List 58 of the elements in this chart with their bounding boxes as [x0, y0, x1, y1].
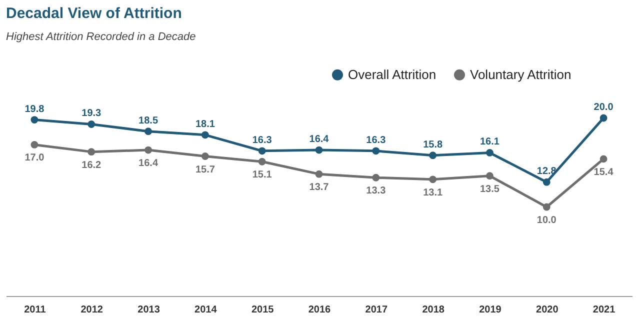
point — [88, 148, 96, 156]
data-label: 13.7 — [309, 182, 330, 194]
point — [429, 152, 437, 160]
x-tick-label: 2018 — [422, 304, 445, 316]
legend-label: Voluntary Attrition — [470, 66, 572, 82]
x-tick-label: 2014 — [194, 304, 218, 316]
data-label: 16.4 — [138, 158, 158, 170]
point — [372, 147, 380, 155]
data-label: 18.5 — [138, 115, 158, 126]
point — [315, 170, 323, 178]
point — [88, 120, 96, 128]
data-label: 10.0 — [536, 215, 557, 226]
data-label: 15.1 — [252, 170, 272, 181]
point — [315, 146, 323, 154]
point — [486, 172, 494, 180]
x-tick-label: 2020 — [536, 304, 559, 316]
data-label: 19.3 — [82, 108, 102, 120]
legend-label: Overall Attrition — [348, 66, 436, 82]
data-label: 16.1 — [480, 136, 500, 148]
point — [30, 141, 38, 148]
data-label: 15.7 — [195, 164, 216, 176]
point — [201, 152, 209, 160]
x-tick-label: 2013 — [138, 304, 160, 316]
data-label: 16.4 — [309, 134, 330, 146]
data-label: 16.3 — [252, 134, 272, 146]
data-label: 16.2 — [82, 160, 102, 171]
point — [258, 147, 266, 155]
chart-subtitle: Highest Attrition Recorded in a Decade — [6, 31, 196, 43]
point — [372, 174, 380, 182]
x-tick-label: 2012 — [80, 304, 104, 316]
chart-title: Decadal View of Attrition — [6, 5, 182, 22]
point — [600, 155, 608, 163]
x-tick-label: 2015 — [251, 304, 274, 316]
data-label: 17.0 — [24, 152, 45, 164]
point — [486, 149, 494, 156]
point — [144, 146, 152, 154]
point — [201, 131, 209, 139]
x-tick-label: 2021 — [592, 304, 616, 316]
point — [258, 158, 266, 166]
point — [542, 203, 550, 211]
point — [30, 116, 38, 124]
data-label: 18.1 — [195, 118, 216, 130]
point — [542, 178, 550, 186]
point — [429, 176, 437, 184]
data-label: 19.8 — [24, 104, 45, 115]
data-label: 13.1 — [423, 187, 443, 198]
data-label: 13.3 — [366, 186, 386, 197]
point — [144, 128, 152, 136]
data-label: 15.4 — [594, 166, 614, 178]
x-tick-label: 2019 — [479, 304, 502, 316]
data-label: 20.0 — [594, 102, 614, 113]
point — [600, 114, 608, 122]
x-tick-label: 2016 — [308, 304, 332, 316]
data-label: 16.3 — [366, 134, 386, 146]
x-tick-label: 2017 — [365, 304, 388, 316]
x-tick-label: 2011 — [24, 304, 46, 316]
data-label: 15.8 — [423, 139, 443, 150]
data-label: 13.5 — [480, 184, 500, 195]
